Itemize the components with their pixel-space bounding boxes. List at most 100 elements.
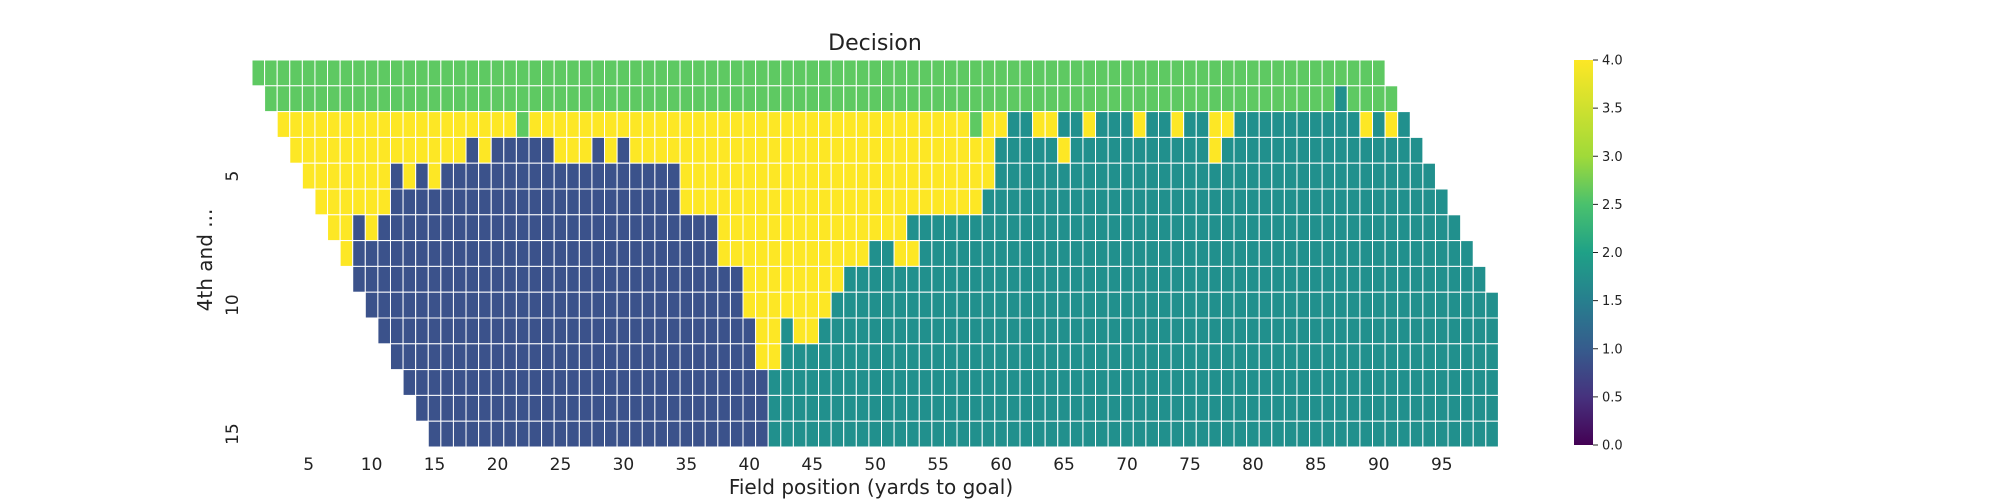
heatmap-cell — [415, 59, 429, 87]
heatmap-cell — [1447, 343, 1462, 371]
heatmap-cell — [1082, 343, 1097, 371]
heatmap-cell — [1372, 240, 1386, 267]
heatmap-cell — [1069, 162, 1084, 190]
x-tick-label: 15 — [424, 455, 446, 475]
heatmap-cell — [717, 59, 731, 87]
heatmap-cell — [616, 240, 631, 267]
heatmap-cell — [1397, 394, 1411, 422]
heatmap-cell — [818, 188, 832, 216]
heatmap-cell — [1283, 369, 1298, 396]
heatmap-cell — [389, 162, 404, 190]
heatmap-cell — [855, 188, 870, 216]
heatmap-cell — [566, 343, 580, 371]
heatmap-cell — [629, 188, 643, 216]
heatmap-cell — [742, 188, 757, 216]
heatmap-cell — [1359, 136, 1374, 164]
heatmap-cell — [818, 162, 832, 190]
heatmap-cell — [528, 291, 543, 319]
x-tick-label: 25 — [550, 455, 572, 475]
heatmap-cell — [805, 369, 820, 396]
heatmap-cell — [1220, 111, 1235, 138]
heatmap-cell — [578, 343, 593, 371]
heatmap-cell — [352, 188, 366, 216]
heatmap-cell — [1271, 420, 1285, 448]
heatmap-cell — [792, 188, 807, 216]
heatmap-cell — [666, 85, 681, 113]
x-tick-label: 85 — [1305, 455, 1327, 475]
heatmap-cell — [389, 343, 404, 371]
heatmap-cell — [604, 291, 618, 319]
heatmap-cell — [1334, 265, 1348, 293]
heatmap-cell — [855, 111, 870, 138]
heatmap-cell — [1157, 291, 1172, 319]
heatmap-cell — [755, 214, 769, 242]
heatmap-cell — [931, 369, 945, 396]
heatmap-cell — [918, 394, 933, 422]
heatmap-cell — [1460, 265, 1474, 293]
heatmap-cell — [478, 214, 492, 242]
x-tick-label: 45 — [801, 455, 823, 475]
heatmap-cell — [666, 369, 681, 396]
heatmap-cell — [1132, 343, 1147, 371]
heatmap-cell — [969, 265, 983, 293]
heatmap-cell — [1157, 394, 1172, 422]
heatmap-cell — [1384, 369, 1399, 396]
heatmap-cell — [818, 240, 832, 267]
heatmap-cell — [717, 188, 731, 216]
heatmap-cell — [729, 188, 744, 216]
heatmap-cell — [1271, 343, 1285, 371]
heatmap-cell — [692, 85, 706, 113]
heatmap-cell — [881, 162, 895, 190]
heatmap-cell — [943, 59, 958, 87]
heatmap-cell — [729, 214, 744, 242]
heatmap-cell — [792, 240, 807, 267]
heatmap-cell — [767, 240, 782, 267]
heatmap-cell — [1422, 394, 1436, 422]
heatmap-cell — [1157, 240, 1172, 267]
heatmap-cell — [364, 59, 379, 87]
colorbar-tick-label: 0.5 — [1602, 390, 1623, 405]
colorbar-ticks: 0.0 0.5 1.0 1.5 2.0 2.5 3.0 3.5 4.0 — [1593, 54, 1623, 454]
heatmap-cell — [830, 240, 845, 267]
heatmap-cell — [704, 188, 719, 216]
heatmap-cell — [1120, 240, 1134, 267]
heatmap-cell — [1434, 343, 1449, 371]
heatmap-cell — [1132, 317, 1147, 345]
heatmap-cell — [956, 394, 971, 422]
heatmap-cell — [679, 214, 694, 242]
heatmap-cell — [818, 343, 832, 371]
heatmap-cell — [541, 265, 555, 293]
heatmap-cell — [1233, 317, 1248, 345]
heatmap-cell — [843, 111, 857, 138]
heatmap-cell — [1032, 317, 1046, 345]
heatmap-cell — [1132, 188, 1147, 216]
heatmap-cell — [1006, 188, 1021, 216]
heatmap-cell — [427, 59, 442, 87]
heatmap-cell — [1170, 214, 1185, 242]
heatmap-cell — [1195, 85, 1210, 113]
heatmap-cell — [1183, 85, 1197, 113]
heatmap-cell — [805, 343, 820, 371]
heatmap-cell — [591, 136, 606, 164]
heatmap-cell — [1321, 136, 1336, 164]
heatmap-cell — [906, 162, 920, 190]
heatmap-cell — [389, 85, 404, 113]
heatmap-cell — [440, 188, 454, 216]
heatmap-cell — [1044, 343, 1059, 371]
heatmap-cell — [1208, 265, 1222, 293]
heatmap-cell — [881, 343, 895, 371]
heatmap-cell — [1384, 291, 1399, 319]
heatmap-cell — [1296, 188, 1311, 216]
heatmap-cell — [1246, 111, 1260, 138]
heatmap-cell — [1082, 188, 1097, 216]
x-tick-label: 10 — [361, 455, 383, 475]
heatmap-cell — [1409, 265, 1424, 293]
heatmap-cell — [843, 59, 857, 87]
heatmap-cell — [1107, 111, 1122, 138]
heatmap-cell — [503, 85, 517, 113]
heatmap-cell — [578, 188, 593, 216]
heatmap-cell — [264, 85, 278, 113]
heatmap-cell — [1019, 394, 1034, 422]
heatmap-cell — [1019, 420, 1034, 448]
heatmap-cell — [1157, 317, 1172, 345]
